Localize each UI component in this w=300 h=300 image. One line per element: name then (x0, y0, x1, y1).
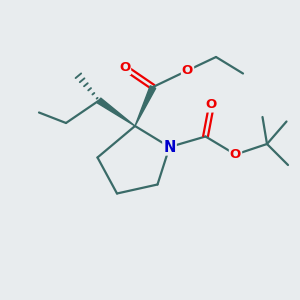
Polygon shape (135, 86, 156, 126)
Text: O: O (119, 61, 130, 74)
Text: O: O (182, 64, 193, 77)
Text: N: N (163, 140, 176, 154)
Text: O: O (230, 148, 241, 161)
Text: O: O (206, 98, 217, 112)
Polygon shape (97, 98, 135, 126)
